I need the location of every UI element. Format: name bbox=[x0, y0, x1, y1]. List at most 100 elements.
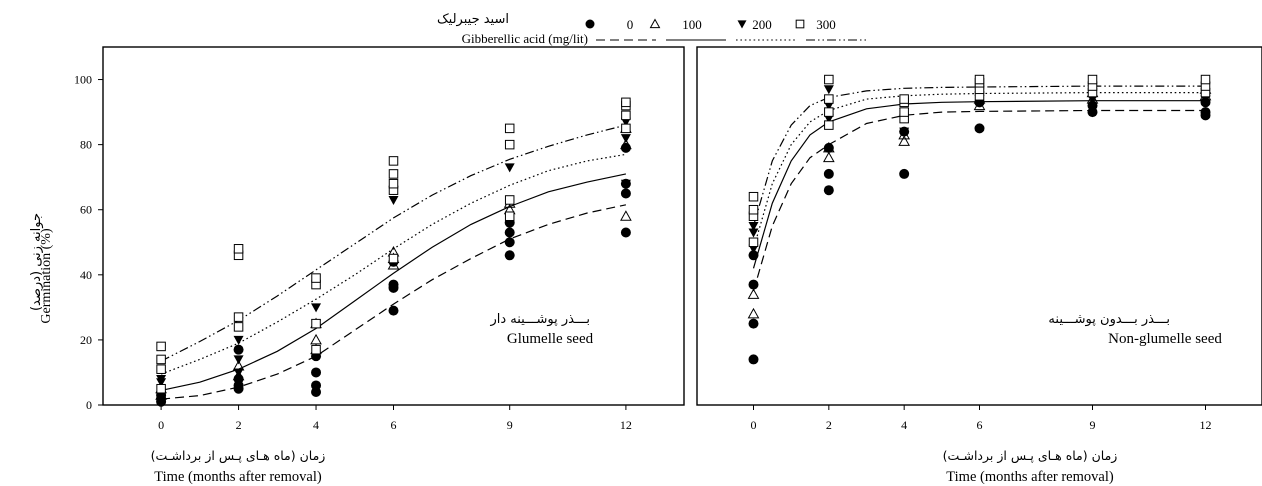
legend-label-100: 100 bbox=[682, 17, 702, 32]
data-point-300 bbox=[311, 273, 321, 283]
x-tick-label: 4 bbox=[313, 418, 319, 432]
data-point-300 bbox=[388, 253, 399, 264]
data-point-300 bbox=[504, 195, 515, 205]
x-tick-label: 6 bbox=[391, 418, 397, 432]
data-point-300 bbox=[824, 107, 834, 117]
x-tick-label: 2 bbox=[826, 418, 832, 432]
legend-title-en: Gibberellic acid (mg/lit) bbox=[461, 31, 588, 46]
data-point-200 bbox=[233, 368, 244, 378]
x-tick-label: 0 bbox=[158, 418, 164, 432]
data-point-300 bbox=[621, 123, 631, 134]
panel-label-en: Glumelle seed bbox=[507, 331, 594, 347]
series-line-200 bbox=[752, 92, 1206, 249]
x-tick-label: 9 bbox=[507, 418, 513, 432]
data-point-100 bbox=[387, 259, 400, 270]
series-line-200 bbox=[160, 153, 626, 375]
x-tick-label: 9 bbox=[1090, 418, 1096, 432]
x-axis-label-fa: زمان (ماه هـای پـس از برداشـت) bbox=[943, 448, 1118, 464]
data-point-300 bbox=[824, 120, 834, 130]
data-point-300 bbox=[1200, 74, 1211, 85]
y-tick-label: 0 bbox=[86, 398, 92, 412]
data-point-300 bbox=[504, 211, 515, 221]
data-point-300 bbox=[824, 94, 834, 104]
data-point-100 bbox=[155, 389, 167, 400]
y-tick-label: 80 bbox=[80, 138, 92, 152]
x-tick-label: 2 bbox=[236, 418, 242, 432]
legend-entry-200: 200 bbox=[736, 17, 796, 41]
data-point-300 bbox=[899, 107, 909, 117]
data-point-0 bbox=[823, 142, 834, 153]
legend-marker-100 bbox=[649, 18, 661, 29]
data-point-300 bbox=[504, 139, 515, 150]
data-point-300 bbox=[233, 244, 244, 254]
data-point-0 bbox=[504, 237, 515, 248]
data-point-200 bbox=[823, 85, 834, 95]
data-point-0 bbox=[748, 354, 759, 365]
panel-1: 0 2 4 6 9 12 0 20 40 60 80 100 بـــذر پوشـــینه دار G… bbox=[74, 46, 685, 485]
legend-marker-300 bbox=[795, 19, 805, 29]
data-point-0 bbox=[620, 227, 631, 238]
legend-marker-200 bbox=[737, 20, 747, 29]
data-point-100 bbox=[898, 135, 911, 146]
data-point-300 bbox=[621, 110, 631, 121]
data-point-300 bbox=[899, 94, 909, 104]
data-point-0 bbox=[974, 123, 985, 134]
data-point-200 bbox=[823, 114, 834, 124]
data-point-100 bbox=[620, 210, 632, 221]
data-point-300 bbox=[748, 237, 759, 248]
legend-entry-100: 100 bbox=[649, 17, 726, 41]
data-point-200 bbox=[504, 163, 515, 173]
data-point-100 bbox=[747, 307, 760, 319]
data-point-300 bbox=[156, 354, 166, 365]
panel-label-fa: بـــذر بـــدون پوشـــینه bbox=[1048, 312, 1170, 327]
data-point-100 bbox=[620, 138, 632, 150]
data-point-0 bbox=[823, 185, 834, 196]
data-point-300 bbox=[748, 204, 759, 215]
data-point-100 bbox=[747, 288, 760, 299]
data-point-300 bbox=[233, 322, 244, 332]
data-point-300 bbox=[311, 344, 321, 355]
data-point-300 bbox=[748, 191, 759, 202]
data-point-300 bbox=[156, 341, 166, 352]
legend-label-300: 300 bbox=[816, 17, 836, 32]
x-tick-label: 6 bbox=[977, 418, 983, 432]
data-point-0 bbox=[311, 367, 322, 378]
data-point-100 bbox=[822, 141, 835, 153]
data-point-0 bbox=[823, 168, 834, 179]
legend-title-fa: اسید جیبرلیک bbox=[437, 12, 509, 27]
data-point-300 bbox=[388, 156, 399, 166]
x-axis-label-en: Time (months after removal) bbox=[946, 469, 1114, 485]
x-tick-label: 0 bbox=[751, 418, 757, 432]
data-point-100 bbox=[822, 151, 835, 163]
x-tick-label: 12 bbox=[1200, 418, 1212, 432]
data-point-300 bbox=[974, 74, 985, 85]
data-point-300 bbox=[388, 178, 399, 189]
data-point-100 bbox=[898, 128, 911, 140]
data-point-200 bbox=[156, 374, 167, 384]
series-line-300 bbox=[752, 85, 1206, 227]
y-tick-label: 100 bbox=[74, 73, 92, 87]
data-point-300 bbox=[156, 383, 166, 394]
data-point-200 bbox=[620, 179, 631, 189]
x-axis-label-en: Time (months after removal) bbox=[154, 469, 322, 485]
data-point-300 bbox=[388, 169, 399, 179]
plot-frame bbox=[102, 46, 685, 406]
data-point-200 bbox=[748, 244, 759, 254]
data-point-200 bbox=[899, 127, 910, 137]
legend-entry-0: 0 bbox=[585, 17, 656, 41]
data-point-200 bbox=[748, 228, 759, 238]
panel-label-en: Non-glumelle seed bbox=[1108, 331, 1222, 347]
data-point-300 bbox=[233, 312, 244, 322]
data-point-300 bbox=[311, 318, 321, 329]
y-tick-label: 60 bbox=[80, 203, 92, 217]
data-point-0 bbox=[620, 188, 631, 199]
data-point-200 bbox=[1200, 95, 1211, 105]
data-point-200 bbox=[388, 283, 399, 293]
data-point-300 bbox=[1087, 74, 1098, 85]
data-point-0 bbox=[233, 344, 244, 355]
legend-label-200: 200 bbox=[752, 17, 772, 32]
data-point-200 bbox=[388, 195, 399, 205]
data-point-0 bbox=[748, 279, 759, 290]
y-tick-label: 20 bbox=[80, 333, 92, 347]
